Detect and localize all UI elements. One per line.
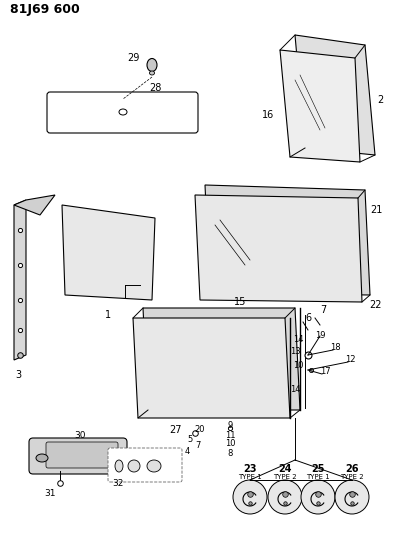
FancyBboxPatch shape — [46, 442, 118, 468]
Text: 19: 19 — [315, 330, 325, 340]
Text: 14: 14 — [290, 385, 300, 394]
Ellipse shape — [128, 460, 140, 472]
Text: 81J69 600: 81J69 600 — [10, 4, 80, 17]
Text: 17: 17 — [320, 367, 330, 376]
Text: 18: 18 — [330, 343, 340, 352]
Ellipse shape — [147, 59, 157, 71]
Text: 25: 25 — [311, 464, 325, 474]
Circle shape — [301, 480, 335, 514]
Text: 21: 21 — [370, 205, 382, 215]
Text: 29: 29 — [127, 53, 139, 63]
Text: 6: 6 — [305, 313, 311, 323]
Polygon shape — [205, 185, 370, 295]
FancyBboxPatch shape — [47, 92, 198, 133]
Polygon shape — [62, 205, 155, 300]
Ellipse shape — [36, 454, 48, 462]
Text: 20: 20 — [195, 425, 205, 434]
Ellipse shape — [115, 460, 123, 472]
Text: 4: 4 — [184, 448, 190, 456]
Text: 23: 23 — [243, 464, 257, 474]
Circle shape — [335, 480, 369, 514]
Text: 28: 28 — [149, 83, 161, 93]
Text: 12: 12 — [345, 356, 355, 365]
Text: 22: 22 — [370, 300, 382, 310]
Polygon shape — [295, 35, 375, 155]
Text: 26: 26 — [345, 464, 359, 474]
Circle shape — [268, 480, 302, 514]
Text: 5: 5 — [187, 435, 193, 445]
Text: TYPE 2: TYPE 2 — [340, 474, 364, 480]
Text: 13: 13 — [290, 348, 300, 357]
Text: 31: 31 — [44, 489, 56, 498]
Polygon shape — [133, 318, 290, 418]
Text: 15: 15 — [234, 297, 246, 307]
Ellipse shape — [119, 109, 127, 115]
Text: 11: 11 — [225, 431, 235, 440]
Text: 16: 16 — [262, 110, 274, 120]
FancyBboxPatch shape — [108, 448, 182, 482]
Ellipse shape — [147, 460, 161, 472]
Circle shape — [233, 480, 267, 514]
Text: TYPE 2: TYPE 2 — [273, 474, 297, 480]
Polygon shape — [14, 195, 55, 215]
Text: 9: 9 — [227, 421, 233, 430]
Text: 8: 8 — [227, 448, 233, 457]
Text: 3: 3 — [15, 370, 21, 380]
Text: TYPE 1: TYPE 1 — [238, 474, 262, 480]
Text: 24: 24 — [278, 464, 292, 474]
Text: 30: 30 — [74, 432, 86, 440]
Text: 32: 32 — [112, 479, 124, 488]
FancyBboxPatch shape — [29, 438, 127, 474]
Text: 27: 27 — [169, 425, 181, 435]
Text: 7: 7 — [320, 305, 326, 315]
Text: 10: 10 — [293, 360, 303, 369]
Polygon shape — [280, 50, 360, 162]
Text: 7: 7 — [195, 440, 201, 449]
Ellipse shape — [150, 71, 154, 75]
Text: 2: 2 — [377, 95, 383, 105]
Text: 1: 1 — [105, 310, 111, 320]
Text: TYPE 1: TYPE 1 — [306, 474, 330, 480]
Polygon shape — [14, 200, 26, 360]
Text: 10: 10 — [225, 439, 235, 448]
Polygon shape — [143, 308, 300, 410]
Text: 14: 14 — [293, 335, 303, 344]
Polygon shape — [195, 195, 362, 302]
